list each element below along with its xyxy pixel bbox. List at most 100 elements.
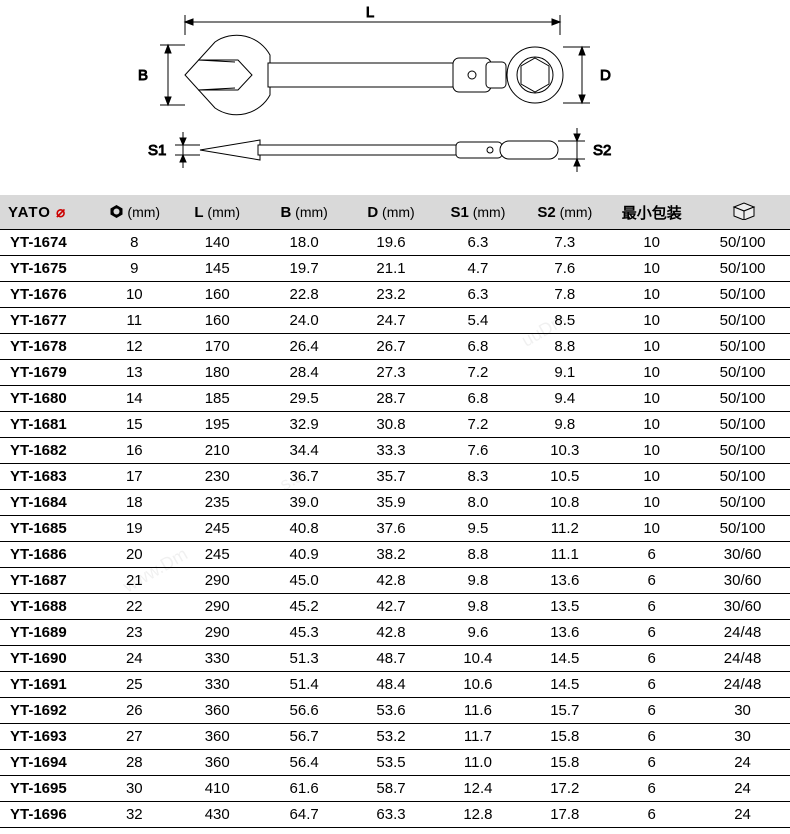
cell-minpack: 6 <box>608 646 695 672</box>
cell-L: 210 <box>174 438 261 464</box>
cell-D: 23.2 <box>348 282 435 308</box>
cell-O: 17 <box>95 464 174 490</box>
cell-box: 50/100 <box>695 360 790 386</box>
cell-S1: 7.2 <box>434 412 521 438</box>
cell-minpack: 10 <box>608 230 695 256</box>
cell-D: 28.7 <box>348 386 435 412</box>
cell-model: YT-1688 <box>0 594 95 620</box>
table-row: YT-16781217026.426.76.88.81050/100 <box>0 334 790 360</box>
cell-box: 50/100 <box>695 308 790 334</box>
cell-S1: 8.3 <box>434 464 521 490</box>
cell-model: YT-1684 <box>0 490 95 516</box>
cell-minpack: 10 <box>608 438 695 464</box>
cell-B: 32.9 <box>261 412 348 438</box>
cell-O: 28 <box>95 750 174 776</box>
cell-S2: 17.2 <box>521 776 608 802</box>
cell-B: 45.2 <box>261 594 348 620</box>
cell-D: 35.7 <box>348 464 435 490</box>
cell-B: 56.4 <box>261 750 348 776</box>
cell-L: 245 <box>174 516 261 542</box>
cell-model: YT-1693 <box>0 724 95 750</box>
cell-O: 16 <box>95 438 174 464</box>
cell-L: 360 <box>174 724 261 750</box>
table-row: YT-16922636056.653.611.615.7630 <box>0 698 790 724</box>
cell-S2: 14.5 <box>521 646 608 672</box>
cell-S1: 9.5 <box>434 516 521 542</box>
cell-D: 53.6 <box>348 698 435 724</box>
cell-minpack: 10 <box>608 490 695 516</box>
col-header-minpack: 最小包装 <box>608 195 695 230</box>
cell-minpack: 10 <box>608 256 695 282</box>
cell-minpack: 10 <box>608 412 695 438</box>
cell-B: 24.0 <box>261 308 348 334</box>
table-row: YT-16912533051.448.410.614.5624/48 <box>0 672 790 698</box>
cell-O: 27 <box>95 724 174 750</box>
cell-B: 40.8 <box>261 516 348 542</box>
cell-O: 11 <box>95 308 174 334</box>
dim-label-D: D <box>600 67 611 84</box>
col-header-D: D (mm) <box>348 195 435 230</box>
cell-D: 19.6 <box>348 230 435 256</box>
cell-S2: 7.3 <box>521 230 608 256</box>
col-header-B: B (mm) <box>261 195 348 230</box>
cell-S2: 10.8 <box>521 490 608 516</box>
spec-table: YATO ⌀ (mm)L (mm)B (mm)D (mm)S1 (mm)S2 (… <box>0 195 790 828</box>
table-row: YT-16831723036.735.78.310.51050/100 <box>0 464 790 490</box>
cell-minpack: 6 <box>608 542 695 568</box>
spec-table-wrap: YATO ⌀ (mm)L (mm)B (mm)D (mm)S1 (mm)S2 (… <box>0 195 790 828</box>
dim-label-S1: S1 <box>148 142 166 159</box>
cell-O: 18 <box>95 490 174 516</box>
cell-B: 29.5 <box>261 386 348 412</box>
cell-L: 330 <box>174 672 261 698</box>
cell-D: 35.9 <box>348 490 435 516</box>
cell-S1: 12.8 <box>434 802 521 828</box>
cell-B: 28.4 <box>261 360 348 386</box>
cell-O: 24 <box>95 646 174 672</box>
cell-D: 42.8 <box>348 568 435 594</box>
table-row: YT-16851924540.837.69.511.21050/100 <box>0 516 790 542</box>
cell-D: 26.7 <box>348 334 435 360</box>
col-header-O: (mm) <box>95 195 174 230</box>
cell-box: 30 <box>695 698 790 724</box>
cell-L: 235 <box>174 490 261 516</box>
cell-minpack: 10 <box>608 516 695 542</box>
cell-S1: 8.0 <box>434 490 521 516</box>
hex-icon <box>109 204 124 219</box>
cell-L: 245 <box>174 542 261 568</box>
cell-L: 360 <box>174 750 261 776</box>
cell-L: 170 <box>174 334 261 360</box>
col-header-box <box>695 195 790 230</box>
cell-model: YT-1675 <box>0 256 95 282</box>
cell-O: 9 <box>95 256 174 282</box>
dim-label-L: L <box>366 4 374 21</box>
cell-box: 50/100 <box>695 464 790 490</box>
cell-S2: 15.7 <box>521 698 608 724</box>
cell-D: 38.2 <box>348 542 435 568</box>
cell-model: YT-1683 <box>0 464 95 490</box>
cell-box: 24/48 <box>695 672 790 698</box>
cell-S1: 8.8 <box>434 542 521 568</box>
cell-B: 18.0 <box>261 230 348 256</box>
dim-label-B: B <box>138 67 148 84</box>
cell-box: 50/100 <box>695 230 790 256</box>
box-icon <box>730 200 756 220</box>
cell-model: YT-1689 <box>0 620 95 646</box>
cell-model: YT-1677 <box>0 308 95 334</box>
cell-minpack: 6 <box>608 568 695 594</box>
cell-L: 430 <box>174 802 261 828</box>
cell-model: YT-1678 <box>0 334 95 360</box>
cell-model: YT-1691 <box>0 672 95 698</box>
cell-B: 22.8 <box>261 282 348 308</box>
cell-box: 50/100 <box>695 282 790 308</box>
col-header-model: YATO ⌀ <box>0 195 95 230</box>
cell-S2: 17.8 <box>521 802 608 828</box>
cell-B: 40.9 <box>261 542 348 568</box>
cell-O: 21 <box>95 568 174 594</box>
cell-L: 330 <box>174 646 261 672</box>
cell-B: 64.7 <box>261 802 348 828</box>
table-row: YT-16892329045.342.89.613.6624/48 <box>0 620 790 646</box>
cell-model: YT-1676 <box>0 282 95 308</box>
table-row: YT-16821621034.433.37.610.31050/100 <box>0 438 790 464</box>
cell-model: YT-1687 <box>0 568 95 594</box>
cell-model: YT-1696 <box>0 802 95 828</box>
